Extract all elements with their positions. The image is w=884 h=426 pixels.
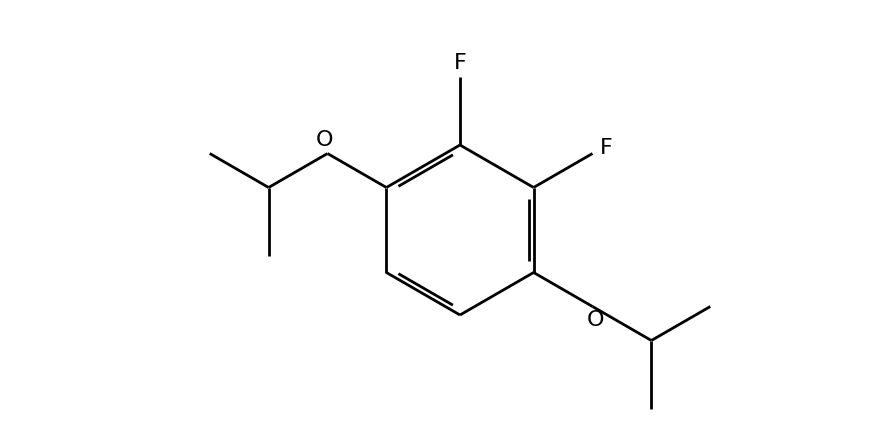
Text: F: F (600, 138, 613, 158)
Text: O: O (587, 311, 605, 331)
Text: O: O (316, 130, 333, 150)
Text: F: F (453, 53, 467, 73)
